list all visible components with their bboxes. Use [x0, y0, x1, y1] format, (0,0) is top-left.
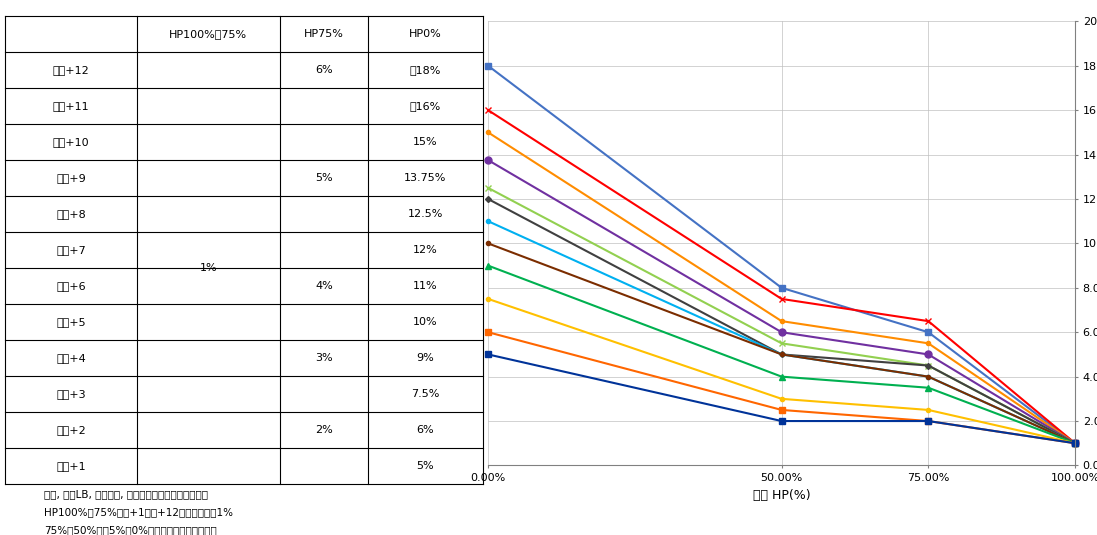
Text: 背氄+6: 背氄+6: [56, 281, 86, 291]
Text: 1%: 1%: [200, 263, 217, 273]
Text: 背氄+11: 背氄+11: [53, 101, 90, 111]
Text: 背氄+8: 背氄+8: [56, 209, 86, 219]
Text: 5%: 5%: [417, 461, 434, 471]
Text: 12%: 12%: [414, 245, 438, 255]
Text: 9%: 9%: [417, 353, 434, 363]
Text: HP75%: HP75%: [304, 29, 344, 39]
Text: 75%～50%とて5%～0%でそれぞれ傾きが変わる: 75%～50%とて5%～0%でそれぞれ傾きが変わる: [44, 525, 216, 535]
Text: 背氄+10: 背氄+10: [53, 137, 90, 147]
Text: 4%: 4%: [315, 281, 332, 291]
Text: 背氄+4: 背氄+4: [56, 353, 86, 363]
Text: 13.75%: 13.75%: [404, 173, 446, 183]
Text: 3%: 3%: [315, 353, 332, 363]
Text: 背氄+1: 背氄+1: [56, 461, 86, 471]
Text: 7.5%: 7.5%: [411, 389, 440, 399]
Text: 6%: 6%: [315, 65, 332, 75]
Text: 11%: 11%: [414, 281, 438, 291]
Text: HP0%: HP0%: [409, 29, 442, 39]
Text: 10%: 10%: [414, 317, 438, 327]
Text: 約18%: 約18%: [409, 65, 441, 75]
Text: 5%: 5%: [315, 173, 332, 183]
Text: 12.5%: 12.5%: [408, 209, 443, 219]
X-axis label: 残り HP(%): 残り HP(%): [753, 488, 811, 502]
Text: 背氄+12: 背氄+12: [53, 65, 90, 75]
Text: HP100%～75%間は+1から+12まですべてで1%: HP100%～75%間は+1から+12まですべてで1%: [44, 507, 233, 517]
Text: 逆境, 背氄LB, 指輪背氄, ピアス背氄はすべて同枠加算: 逆境, 背氄LB, 指輪背氄, ピアス背氄はすべて同枠加算: [44, 490, 207, 500]
Text: 2%: 2%: [315, 425, 332, 435]
Text: 背氄+7: 背氄+7: [56, 245, 86, 255]
Text: 約16%: 約16%: [410, 101, 441, 111]
Text: 背氄+9: 背氄+9: [56, 173, 86, 183]
Text: 背氄+3: 背氄+3: [56, 389, 86, 399]
Text: 背氄+2: 背氄+2: [56, 425, 86, 435]
Text: 背氄+5: 背氄+5: [56, 317, 86, 327]
Text: 6%: 6%: [417, 425, 434, 435]
Text: HP100%～75%: HP100%～75%: [169, 29, 247, 39]
Text: 15%: 15%: [414, 137, 438, 147]
